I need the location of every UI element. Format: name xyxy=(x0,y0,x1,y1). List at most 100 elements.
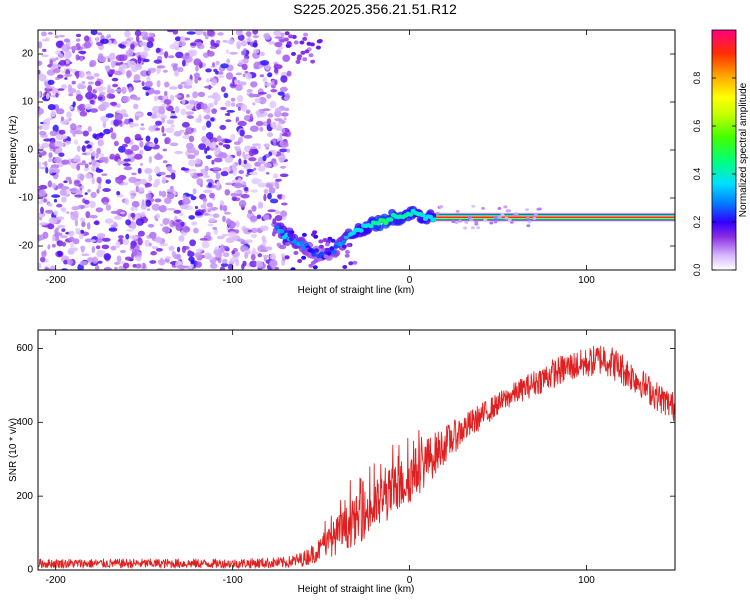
noise-blob xyxy=(205,155,212,160)
track-blob xyxy=(344,253,350,258)
noise-blob xyxy=(238,158,242,166)
noise-blob xyxy=(268,186,276,194)
noise-blob xyxy=(182,59,186,67)
noise-blob xyxy=(251,177,260,185)
noise-blob xyxy=(207,223,214,227)
noise-blob xyxy=(67,258,73,266)
noise-blob xyxy=(90,239,97,243)
noise-blob xyxy=(58,53,64,59)
noise-blob xyxy=(203,213,210,216)
noise-blob xyxy=(168,55,175,59)
noise-blob xyxy=(155,47,161,54)
carrier-blob xyxy=(497,207,502,210)
noise-blob xyxy=(180,36,186,42)
noise-blob xyxy=(154,166,161,174)
noise-blob xyxy=(96,176,102,184)
noise-blob xyxy=(236,41,242,49)
noise-blob xyxy=(273,30,282,36)
carrier-band xyxy=(436,216,675,218)
noise-blob xyxy=(151,246,159,250)
carrier-blob xyxy=(455,209,460,213)
noise-blob xyxy=(155,127,161,131)
noise-blob xyxy=(249,260,258,268)
noise-blob xyxy=(101,244,110,250)
noise-blob xyxy=(65,176,72,181)
carrier-blob xyxy=(514,212,519,216)
noise-blob xyxy=(52,68,61,74)
noise-blob xyxy=(75,33,82,38)
noise-blob xyxy=(81,80,86,85)
noise-blob xyxy=(148,174,153,182)
noise-blob xyxy=(45,209,54,214)
carrier-line xyxy=(435,204,675,230)
noise-blob xyxy=(146,41,154,48)
noise-blob xyxy=(105,113,114,118)
noise-blob xyxy=(105,179,111,185)
noise-blob xyxy=(247,249,251,255)
noise-blob xyxy=(280,253,286,257)
noise-blob xyxy=(242,73,246,78)
noise-blob xyxy=(64,77,68,80)
noise-blob xyxy=(96,133,105,136)
noise-blob xyxy=(237,95,244,103)
noise-blob xyxy=(228,170,234,174)
noise-blob xyxy=(280,165,287,169)
noise-blob xyxy=(244,146,251,152)
track-core xyxy=(279,229,285,234)
noise-blob xyxy=(61,228,66,233)
noise-blob xyxy=(227,263,234,270)
y-tick-400-label: 400 xyxy=(16,417,33,428)
noise-blob xyxy=(51,194,61,198)
track-blob xyxy=(343,232,349,236)
noise-blob xyxy=(131,248,138,256)
noise-blob xyxy=(56,240,64,247)
noise-blob xyxy=(102,188,111,192)
noise-blob xyxy=(264,246,273,251)
y-tick-0-label: 0 xyxy=(27,145,33,156)
noise-blob xyxy=(81,145,86,153)
noise-blob xyxy=(63,180,68,183)
noise-blob xyxy=(110,245,117,251)
noise-blob xyxy=(286,70,292,77)
noise-blob xyxy=(225,119,232,123)
noise-blob xyxy=(113,215,123,220)
noise-blob xyxy=(212,226,218,230)
noise-blob xyxy=(115,176,124,184)
noise-blob xyxy=(129,121,135,128)
noise-blob xyxy=(84,35,90,42)
noise-blob xyxy=(265,146,270,150)
noise-blob xyxy=(38,234,42,242)
noise-blob xyxy=(131,144,140,151)
noise-blob xyxy=(125,219,131,226)
noise-blob xyxy=(138,187,145,193)
noise-blob xyxy=(145,193,152,200)
noise-blob xyxy=(180,204,189,210)
noise-blob xyxy=(153,137,159,145)
noise-blob xyxy=(201,125,207,131)
noise-blob xyxy=(245,73,252,80)
noise-blob xyxy=(238,169,244,175)
track-core xyxy=(375,221,381,226)
noise-blob xyxy=(145,92,149,96)
noise-blob xyxy=(247,209,253,214)
noise-blob xyxy=(65,50,72,58)
noise-blob xyxy=(70,242,74,249)
noise-blob xyxy=(167,105,174,112)
noise-blob xyxy=(102,121,107,128)
noise-blob xyxy=(273,160,277,164)
noise-blob xyxy=(47,32,53,35)
noise-blob xyxy=(231,250,235,255)
noise-blob xyxy=(84,192,88,195)
noise-blob xyxy=(224,155,234,163)
noise-blob xyxy=(38,214,43,218)
noise-blob xyxy=(45,37,50,42)
noise-blob xyxy=(38,262,42,269)
noise-blob xyxy=(101,91,106,96)
noise-blob xyxy=(158,205,167,213)
noise-blob xyxy=(208,213,213,217)
noise-blob xyxy=(38,161,42,168)
noise-blob xyxy=(161,190,167,198)
noise-blob xyxy=(256,110,261,118)
noise-blob xyxy=(270,122,277,129)
noise-blob xyxy=(89,61,95,68)
